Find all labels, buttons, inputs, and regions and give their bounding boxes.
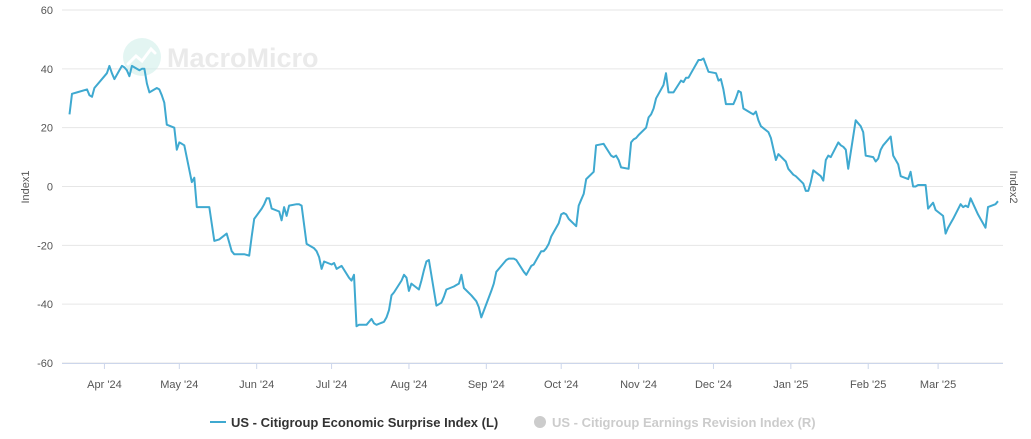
legend-label: US - Citigroup Earnings Revision Index (… xyxy=(552,415,816,430)
x-tick-label: Oct '24 xyxy=(544,379,579,391)
y-axis-right-title: Index2 xyxy=(1007,170,1019,203)
legend-circle-symbol xyxy=(534,416,546,428)
y-tick-label: -40 xyxy=(37,299,53,311)
watermark-text: MacroMicro xyxy=(167,43,319,73)
x-tick-label: Dec '24 xyxy=(695,379,732,391)
legend-item-surprise-index[interactable]: US - Citigroup Economic Surprise Index (… xyxy=(210,415,498,430)
y-axis-left: 60 40 20 0 -20 -40 -60 xyxy=(37,5,53,370)
x-tick-label: Jul '24 xyxy=(316,379,347,391)
series-layer xyxy=(68,57,999,328)
x-tick-label: Jan '25 xyxy=(773,379,808,391)
x-tick-label: Mar '25 xyxy=(920,379,956,391)
y-tick-label: 60 xyxy=(41,5,53,17)
x-tick-label: Sep '24 xyxy=(468,379,505,391)
y-tick-label: 40 xyxy=(41,64,53,76)
y-axis-left-title: Index1 xyxy=(20,170,32,203)
macromicro-logo-icon xyxy=(123,38,161,76)
x-tick-label: Aug '24 xyxy=(390,379,427,391)
series-line-0 xyxy=(68,57,999,328)
legend-item-revision-index[interactable]: US - Citigroup Earnings Revision Index (… xyxy=(534,415,816,430)
y-tick-label: 20 xyxy=(41,123,53,135)
legend-label: US - Citigroup Economic Surprise Index (… xyxy=(231,415,498,430)
y-tick-label: -60 xyxy=(37,358,53,370)
y-tick-label: -20 xyxy=(37,240,53,252)
x-tick-label: Jun '24 xyxy=(239,379,274,391)
x-tick-label: Feb '25 xyxy=(850,379,886,391)
x-tick-label: Nov '24 xyxy=(620,379,657,391)
watermark-logo: MacroMicro xyxy=(123,38,319,76)
y-tick-label: 0 xyxy=(47,182,53,194)
x-tick-label: Apr '24 xyxy=(87,379,122,391)
x-tick-label: May '24 xyxy=(160,379,198,391)
legend: US - Citigroup Economic Surprise Index (… xyxy=(210,415,816,430)
x-axis: Apr '24 May '24 Jun '24 Jul '24 Aug '24 Sep '… xyxy=(62,363,1003,391)
